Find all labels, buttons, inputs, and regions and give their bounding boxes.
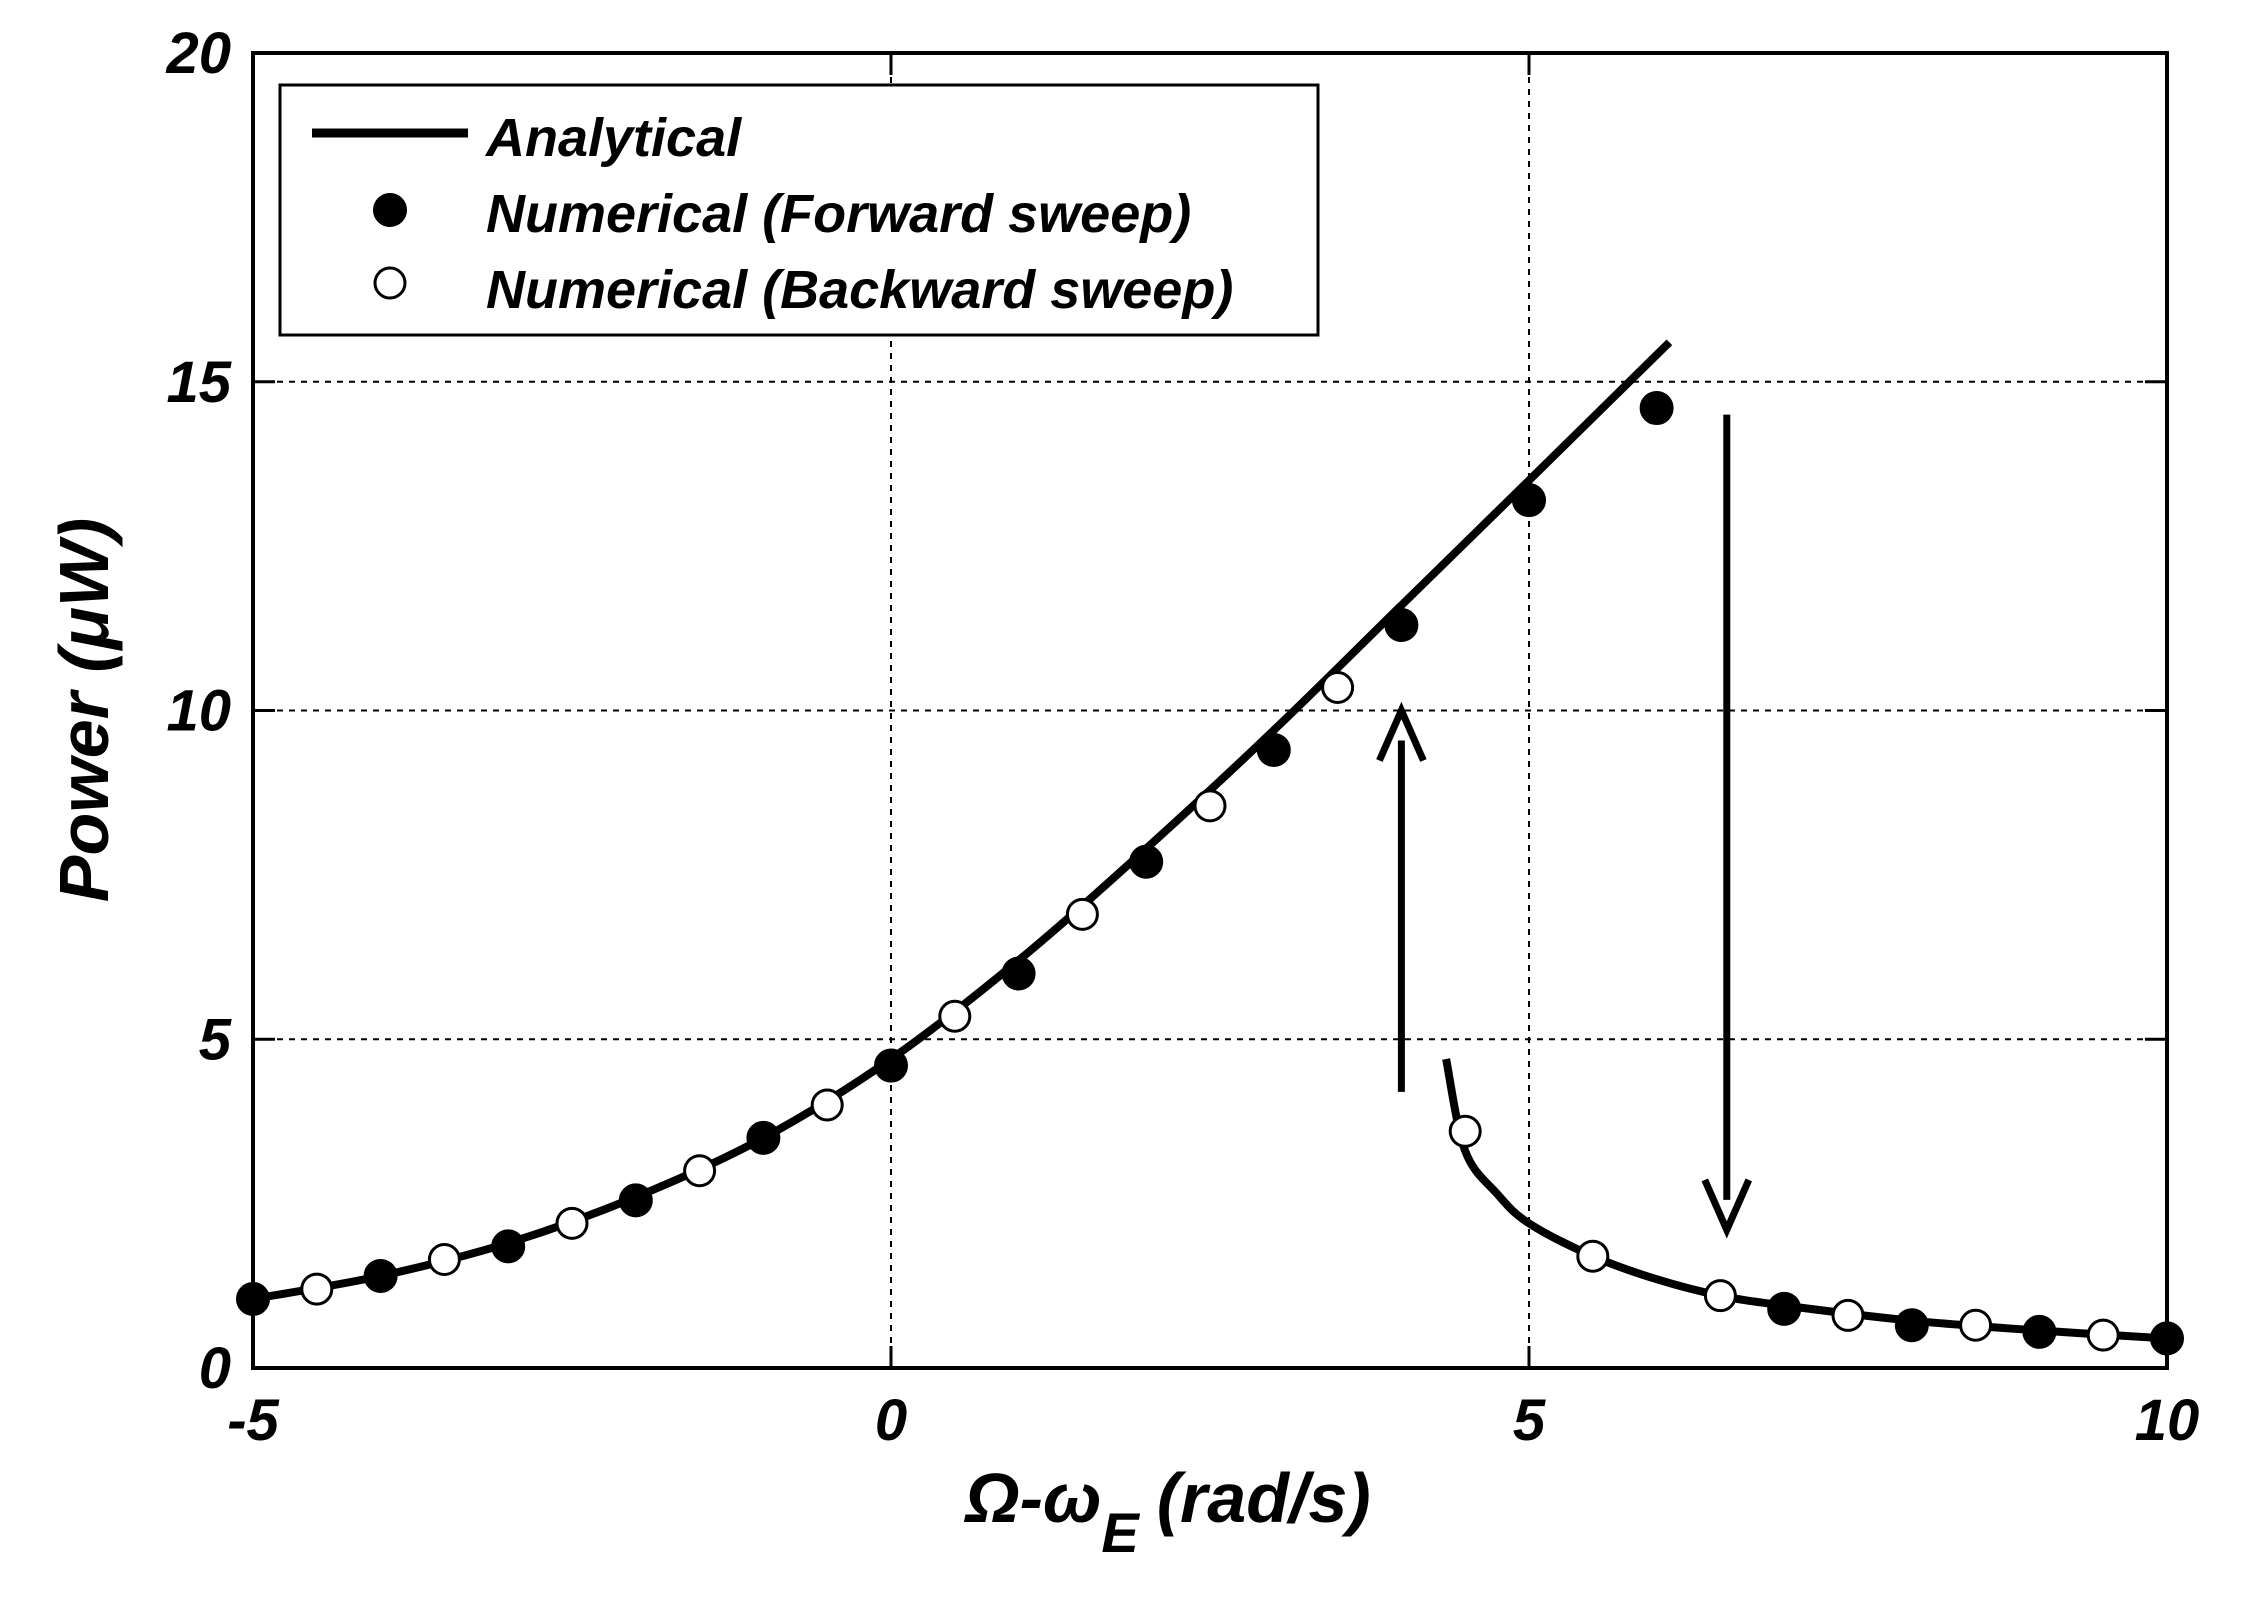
- y-tick-label: 5: [199, 1007, 232, 1072]
- backward-sweep-point: [1193, 789, 1227, 823]
- forward-sweep-point: [1512, 483, 1546, 518]
- x-axis-label-units: (rad/s): [1157, 1459, 1371, 1537]
- x-axis-label: Ω-ωE (rad/s): [963, 1459, 1371, 1564]
- forward-sweep-point: [874, 1048, 908, 1083]
- backward-sweep-point: [938, 999, 972, 1033]
- forward-sweep-point: [1001, 956, 1036, 991]
- backward-sweep-point: [1448, 1114, 1482, 1148]
- x-axis-label-subscript: E: [1101, 1501, 1140, 1564]
- backward-sweep-point: [2086, 1318, 2120, 1352]
- jump-down-arrow-head: [1701, 1178, 1752, 1239]
- legend-marker-backward: [373, 266, 407, 300]
- x-tick-label: 10: [2135, 1388, 2200, 1453]
- legend-label-backward: Numerical (Backward sweep): [486, 260, 1233, 320]
- backward-sweep-point: [1065, 897, 1099, 931]
- backward-sweep-point: [1703, 1279, 1737, 1313]
- x-tick-label: 5: [1513, 1388, 1546, 1453]
- backward-sweep-point: [810, 1088, 844, 1122]
- forward-sweep-point: [1129, 844, 1164, 879]
- x-tick-label: -5: [227, 1388, 279, 1453]
- backward-sweep-point: [1959, 1308, 1993, 1342]
- forward-sweep-point: [618, 1183, 653, 1218]
- legend-label-forward: Numerical (Forward sweep): [486, 184, 1191, 244]
- backward-sweep-point: [683, 1154, 717, 1188]
- x-axis-label-main: Ω-ω: [963, 1459, 1101, 1537]
- legend-box: [278, 83, 1320, 337]
- y-tick-label: 10: [166, 679, 231, 744]
- forward-sweep-point: [746, 1120, 781, 1155]
- forward-sweep-point: [1384, 608, 1419, 643]
- forward-sweep-point: [491, 1229, 526, 1264]
- forward-sweep-point: [2022, 1314, 2057, 1349]
- x-tick-label: 0: [875, 1388, 907, 1453]
- forward-sweep-point: [1639, 391, 1674, 426]
- legend: Analytical Numerical (Forward sweep) Num…: [278, 83, 1320, 337]
- data-markers: [236, 391, 2184, 1356]
- backward-sweep-point: [300, 1272, 334, 1306]
- backward-sweep-point: [427, 1243, 461, 1277]
- backward-sweep-point: [1321, 670, 1355, 704]
- backward-sweep-point: [1831, 1298, 1865, 1332]
- legend-label-analytical: Analytical: [484, 108, 742, 168]
- y-tick-label: 15: [166, 350, 231, 415]
- jump-up-arrow-head: [1376, 701, 1427, 762]
- forward-sweep-point: [1767, 1291, 1802, 1326]
- forward-sweep-point: [1256, 732, 1291, 767]
- legend-marker-forward: [373, 193, 407, 227]
- backward-sweep-point: [1576, 1239, 1610, 1273]
- y-tick-label: 20: [165, 21, 231, 86]
- y-tick-label: 0: [199, 1336, 231, 1401]
- y-axis-label: Power (μW): [45, 518, 123, 902]
- forward-sweep-point: [1894, 1308, 1929, 1343]
- forward-sweep-point: [363, 1258, 398, 1293]
- backward-sweep-point: [555, 1206, 589, 1240]
- annotation-arrows: [1376, 414, 1752, 1239]
